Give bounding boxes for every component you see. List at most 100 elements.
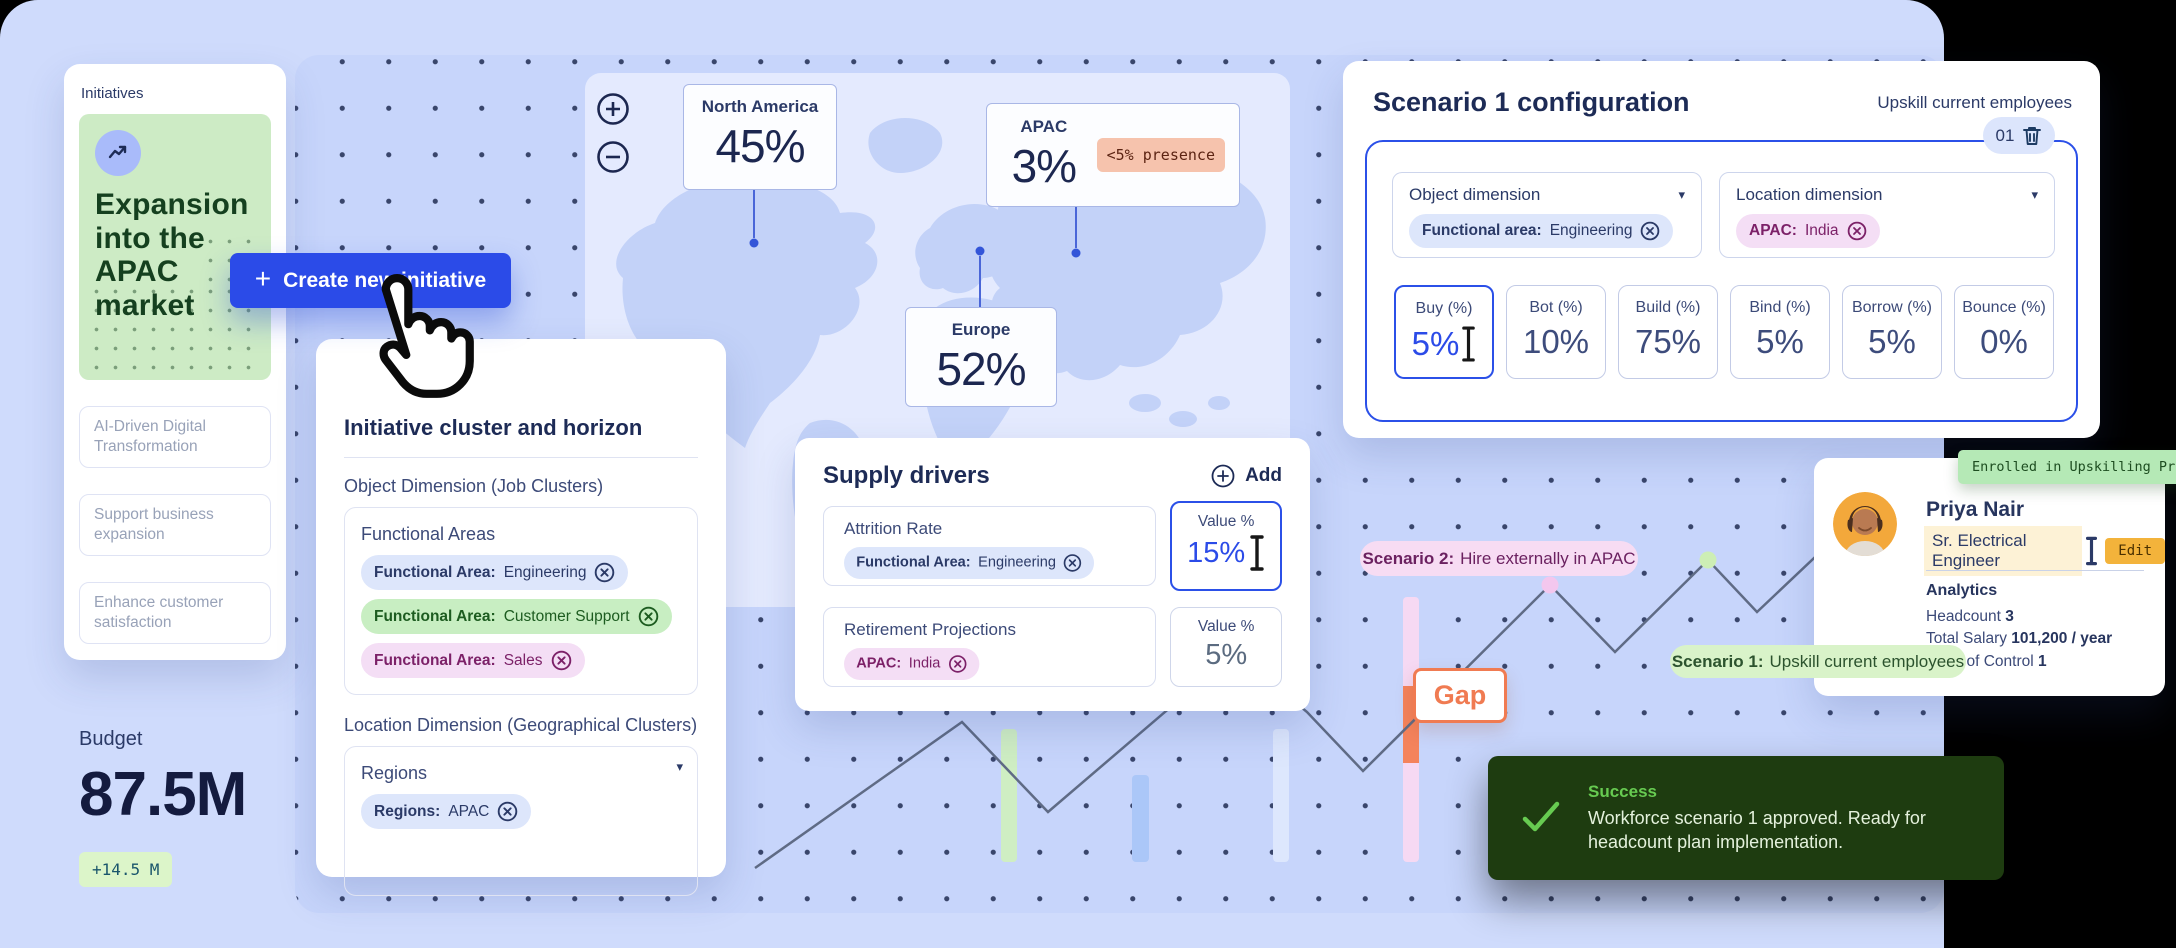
metric-bot-input[interactable]: Bot (%) 10%: [1506, 285, 1606, 379]
object-dimension-dropdown[interactable]: Object dimension ▾ Functional area: Engi…: [1392, 172, 1702, 258]
location-dimension-section: Location Dimension (Geographical Cluster…: [344, 715, 698, 735]
featured-initiative-card[interactable]: Expansion into the APAC market: [79, 114, 271, 380]
trash-icon[interactable]: [2022, 125, 2042, 147]
region-value: 52%: [936, 343, 1026, 395]
retirement-value-input[interactable]: Value % 5%: [1170, 607, 1282, 687]
attrition-value-input[interactable]: Value % 15%: [1170, 501, 1282, 591]
remove-chip-icon[interactable]: [551, 650, 572, 671]
initiative-item[interactable]: AI-Driven Digital Transformation: [79, 406, 271, 468]
create-initiative-button[interactable]: + Create new initiative: [230, 253, 511, 308]
functional-areas-label: Functional Areas: [361, 524, 496, 544]
create-initiative-label: Create new initiative: [283, 268, 487, 292]
metric-borrow-input[interactable]: Borrow (%) 5%: [1842, 285, 1942, 379]
chevron-down-icon[interactable]: ▾: [676, 759, 683, 774]
metric-value: 5%: [1411, 325, 1460, 362]
add-driver-button[interactable]: Add: [1210, 463, 1282, 489]
metric-value: 5%: [1868, 323, 1916, 360]
chip-apac-india[interactable]: APAC: India: [1736, 214, 1880, 248]
chevron-down-icon: ▾: [1678, 187, 1685, 202]
chip-value: Engineering: [978, 554, 1056, 571]
scenario1-pill-text: Upskill current employees: [1769, 651, 1965, 671]
regions-label: Regions: [361, 763, 428, 783]
chip-label: Functional Area:: [374, 607, 496, 625]
initiative-item-label: Enhance customer satisfaction: [94, 593, 224, 631]
text-cursor-icon: [1249, 534, 1265, 572]
driver-name: Retirement Projections: [844, 620, 1016, 639]
employee-name: Priya Nair: [1926, 498, 2025, 521]
remove-chip-icon[interactable]: [1640, 221, 1660, 241]
metric-build-input[interactable]: Build (%) 75%: [1618, 285, 1718, 379]
zoom-in-icon: [597, 93, 629, 125]
remove-chip-icon[interactable]: [948, 655, 967, 674]
scenario-config-box: Object dimension ▾ Functional area: Engi…: [1365, 140, 2078, 422]
cluster-card: Initiative cluster and horizon Object Di…: [316, 339, 726, 896]
success-toast: Success Workforce scenario 1 approved. R…: [1488, 756, 2004, 880]
trending-up-icon: [95, 130, 141, 176]
map-zoom-in-button[interactable]: [595, 91, 631, 127]
region-card-north-america[interactable]: North America 45%: [683, 84, 837, 190]
chip-functional-area-engineering[interactable]: Functional Area: Engineering: [361, 555, 629, 590]
chip-functional-area-customer-support[interactable]: Functional Area: Customer Support: [361, 599, 672, 634]
region-value: 45%: [715, 120, 805, 172]
gap-label: Gap: [1433, 680, 1487, 710]
chevron-down-icon: ▾: [2031, 187, 2038, 202]
region-card-europe[interactable]: Europe 52%: [905, 307, 1057, 407]
initiative-item[interactable]: Support business expansion: [79, 494, 271, 556]
scenario-number-pill: 01: [1983, 117, 2055, 154]
budget-delta-badge: +14.5 M: [79, 852, 173, 887]
chip-value: Engineering: [1549, 222, 1633, 239]
chip-label: Functional Area:: [856, 554, 971, 571]
scenario-number: 01: [1995, 125, 2015, 145]
chip-regions-apac[interactable]: Regions: APAC: [361, 794, 532, 829]
text-cursor-icon: [1461, 324, 1476, 364]
dropdown-label: Object dimension: [1409, 185, 1541, 204]
plus-circle-icon: [1211, 464, 1235, 488]
remove-chip-icon[interactable]: [1847, 221, 1867, 241]
metric-bind-input[interactable]: Bind (%) 5%: [1730, 285, 1830, 379]
metric-bounce-input[interactable]: Bounce (%) 0%: [1954, 285, 2054, 379]
enrolled-badge: Enrolled in Upskilling Program: [1958, 450, 2176, 484]
stat-headcount: Headcount 3: [1926, 606, 2112, 628]
chip-apac-india[interactable]: APAC: India: [844, 648, 979, 680]
region-name: APAC: [1020, 117, 1068, 136]
object-dimension-section: Object Dimension (Job Clusters): [344, 476, 604, 496]
region-card-apac[interactable]: APAC 3% <5% presence: [986, 103, 1240, 207]
regions-group: ▾ Regions Regions: APAC: [344, 746, 698, 896]
metric-label: Bounce (%): [1962, 299, 2046, 316]
supply-drivers-title: Supply drivers: [823, 462, 990, 489]
remove-chip-icon[interactable]: [1063, 554, 1082, 573]
chip-functional-area-engineering[interactable]: Functional area: Engineering: [1409, 214, 1674, 248]
remove-chip-icon[interactable]: [638, 606, 659, 627]
plus-icon: +: [254, 263, 272, 294]
budget-label: Budget: [79, 728, 143, 750]
chip-functional-area-sales[interactable]: Functional Area: Sales: [361, 643, 585, 678]
location-dimension-dropdown[interactable]: Location dimension ▾ APAC: India: [1719, 172, 2055, 258]
budget-value: 87.5M: [79, 760, 247, 829]
remove-chip-icon[interactable]: [594, 562, 615, 583]
edit-button[interactable]: Edit: [2105, 538, 2165, 564]
scenario2-pill: Scenario 2: Hire externally in APAC: [1360, 541, 1638, 576]
metric-buy-input[interactable]: Buy (%) 5%: [1394, 285, 1494, 379]
chip-value: India: [1804, 222, 1839, 239]
metric-value: 75%: [1634, 323, 1702, 360]
chip-value: Customer Support: [503, 607, 630, 625]
value-label: Value %: [1197, 513, 1255, 530]
initiative-item[interactable]: Enhance customer satisfaction: [79, 582, 271, 644]
retirement-value: 5%: [1205, 639, 1248, 671]
region-name: North America: [701, 97, 819, 116]
remove-chip-icon[interactable]: [497, 801, 518, 822]
chip-label: Functional area:: [1422, 222, 1542, 239]
gap-callout: Gap: [1413, 668, 1507, 723]
presence-badge: <5% presence: [1096, 138, 1225, 172]
driver-name: Attrition Rate: [844, 519, 943, 538]
chip-label: APAC:: [856, 655, 902, 672]
employee-title: Sr. Electrical Engineer: [1924, 526, 2083, 576]
map-zoom-out-button[interactable]: [595, 139, 631, 175]
toast-message: Workforce scenario 1 approved. Ready for…: [1588, 808, 1926, 853]
region-name: Europe: [951, 320, 1011, 339]
check-icon: [1522, 800, 1560, 834]
chip-label: Functional Area:: [374, 563, 496, 581]
scenario1-pill: Scenario 1: Upskill current employees: [1670, 645, 1966, 678]
initiatives-label: Initiatives: [81, 85, 144, 102]
chip-functional-area-engineering[interactable]: Functional Area: Engineering: [844, 547, 1095, 579]
